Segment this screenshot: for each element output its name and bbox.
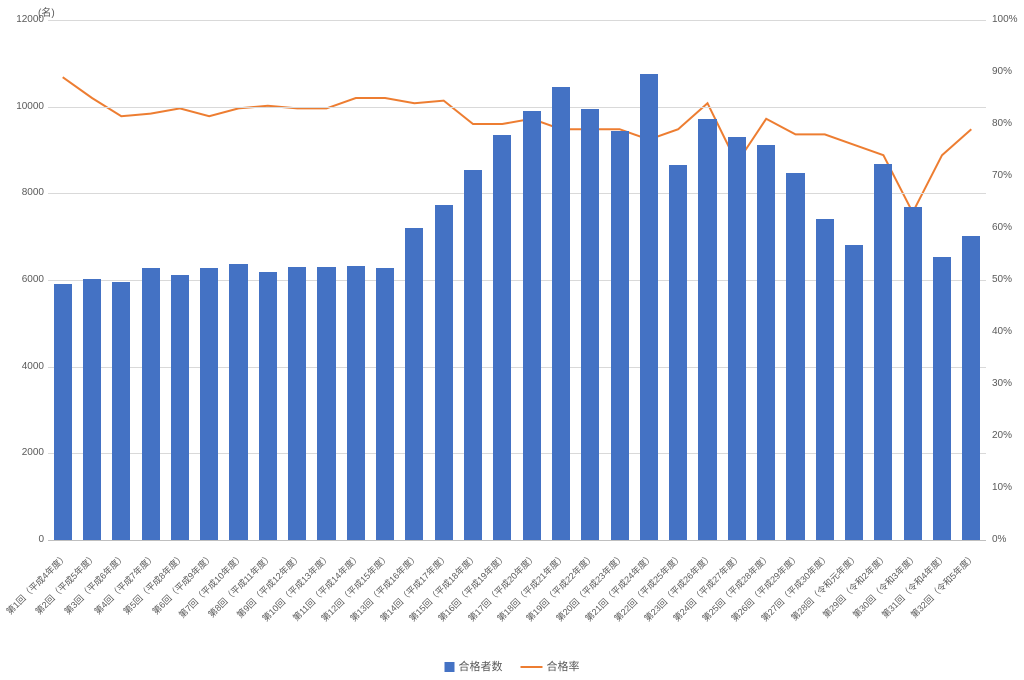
bar — [259, 272, 277, 540]
bar — [142, 268, 160, 540]
y1-tick: 6000 — [4, 274, 44, 285]
bar — [728, 137, 746, 540]
bar — [611, 131, 629, 540]
bar — [405, 228, 423, 540]
y1-tick: 0 — [4, 534, 44, 545]
y2-tick: 30% — [992, 378, 1012, 389]
bar — [112, 282, 130, 540]
bar — [786, 173, 804, 540]
bar — [435, 205, 453, 540]
legend-item-line: 合格率 — [521, 658, 580, 674]
y2-tick: 50% — [992, 274, 1012, 285]
bar — [757, 145, 775, 540]
bar — [54, 284, 72, 540]
y2-tick: 0% — [992, 534, 1006, 545]
y2-tick: 10% — [992, 482, 1012, 493]
bar — [845, 245, 863, 540]
bar — [200, 268, 218, 540]
legend-item-bar: 合格者数 — [445, 658, 503, 674]
gridline — [48, 20, 986, 21]
bar — [962, 236, 980, 540]
plot-area — [48, 20, 986, 541]
bar — [904, 207, 922, 540]
gridline — [48, 193, 986, 194]
y1-tick: 4000 — [4, 361, 44, 372]
bar — [229, 264, 247, 540]
legend-label-line: 合格率 — [547, 661, 580, 673]
line-series-path — [63, 77, 972, 212]
bar — [816, 219, 834, 540]
bar — [464, 170, 482, 540]
combo-chart: (名) 合格者数 合格率 020004000600080001000012000… — [0, 0, 1024, 680]
y2-tick: 60% — [992, 222, 1012, 233]
legend-swatch-bar — [445, 662, 455, 672]
y1-tick: 2000 — [4, 447, 44, 458]
bar — [581, 109, 599, 540]
bar — [171, 275, 189, 540]
bar — [493, 135, 511, 540]
y2-tick: 80% — [992, 118, 1012, 129]
legend-swatch-line — [521, 666, 543, 668]
y2-tick: 90% — [992, 66, 1012, 77]
bar — [523, 111, 541, 540]
bar — [874, 164, 892, 540]
bar — [317, 267, 335, 540]
bar — [288, 267, 306, 540]
y2-tick: 100% — [992, 14, 1018, 25]
bar — [698, 119, 716, 540]
bar — [376, 268, 394, 540]
legend-label-bar: 合格者数 — [459, 661, 503, 673]
y2-tick: 40% — [992, 326, 1012, 337]
bar — [552, 87, 570, 540]
bar — [347, 266, 365, 540]
bar — [933, 257, 951, 540]
y1-tick: 10000 — [4, 101, 44, 112]
bar — [83, 279, 101, 540]
y1-tick: 8000 — [4, 187, 44, 198]
legend: 合格者数 合格率 — [445, 658, 580, 674]
y2-tick: 20% — [992, 430, 1012, 441]
bar — [669, 165, 687, 540]
y2-tick: 70% — [992, 170, 1012, 181]
gridline — [48, 107, 986, 108]
bar — [640, 74, 658, 540]
y1-tick: 12000 — [4, 14, 44, 25]
